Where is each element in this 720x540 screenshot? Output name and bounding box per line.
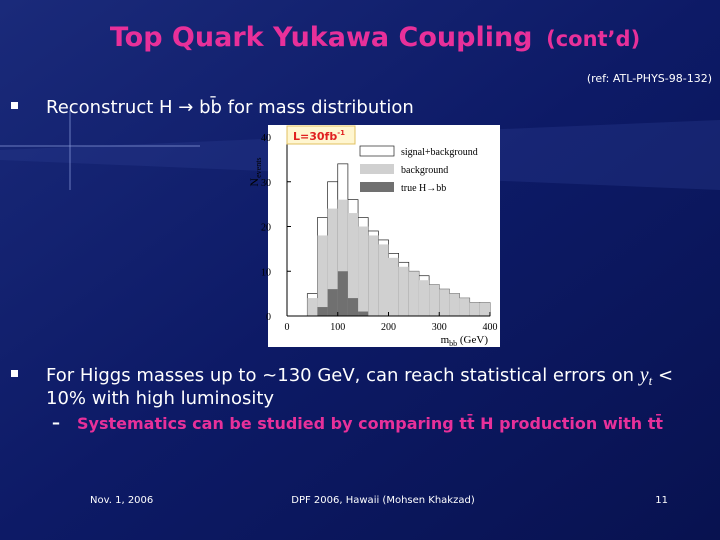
footer-date: Nov. 1, 2006 [90, 495, 153, 506]
x-tick-label: 300 [432, 322, 447, 333]
x-tick-label: 200 [381, 322, 396, 333]
bullet: Reconstruct H → bb̄ for mass distributio… [46, 96, 414, 118]
title-suffix: (cont’d) [546, 27, 640, 51]
histogram-bar [388, 257, 399, 316]
histogram-bar [368, 235, 379, 316]
histogram-bar [449, 293, 460, 316]
histogram-bar [378, 244, 389, 316]
y-tick-label: 0 [266, 312, 271, 323]
y-tick-label: 20 [261, 223, 271, 234]
title: Top Quark Yukawa Coupling (cont’d) [110, 22, 640, 53]
y-tick-label: 30 [261, 178, 271, 189]
histogram-bar [459, 298, 470, 316]
title-main: Top Quark Yukawa Coupling [110, 22, 533, 53]
bullet-text: < [652, 365, 673, 386]
y-label-main: N [247, 178, 261, 187]
histogram-bar [347, 213, 359, 316]
histogram-bar [408, 271, 419, 316]
sub-bullet: Systematics can be studied by comparing … [77, 413, 663, 433]
histogram-bar [317, 235, 328, 316]
legend-label: background [401, 165, 448, 176]
histogram-bar [479, 302, 490, 316]
histogram-bar [337, 271, 348, 316]
legend-swatch [360, 164, 394, 174]
bullet: For Higgs masses up to ~130 GeV, can rea… [46, 364, 673, 388]
x-label-sub: bb [449, 339, 457, 348]
bullet-marker [11, 102, 18, 109]
histogram-bar [439, 289, 450, 316]
histogram-bar [469, 302, 480, 316]
x-label-unit: (GeV) [457, 334, 488, 346]
x-tick-label: 100 [330, 322, 345, 333]
legend-label: signal+background [401, 147, 478, 158]
legend-swatch [359, 145, 395, 157]
histogram-bar [307, 298, 318, 316]
histogram-bar [429, 284, 440, 316]
histogram-bar [317, 307, 328, 316]
histogram-bar [327, 208, 338, 316]
luminosity-label: L=30fb-1 [293, 129, 345, 143]
histogram-bar [398, 266, 409, 316]
histogram-bar [327, 289, 338, 316]
x-tick-label: 400 [483, 322, 498, 333]
luminosity-box [286, 125, 356, 145]
bullet-marker [11, 370, 18, 377]
legend-swatch [360, 182, 394, 192]
dash: – [52, 413, 60, 432]
histogram-bar [418, 280, 430, 316]
y-label-sub: events [254, 157, 263, 177]
x-label-main: m [441, 334, 450, 346]
y-axis-label: Nevents [247, 157, 263, 186]
footer-center: DPF 2006, Hawaii (Mohsen Khakzad) [291, 495, 475, 506]
legend-label: true H→bb [401, 183, 446, 194]
luminosity-sup: -1 [337, 129, 345, 137]
histogram-bar [337, 199, 348, 316]
bullet: 10% with high luminosity [46, 388, 274, 409]
footer-page: 11 [655, 495, 668, 506]
histogram-bar [358, 311, 369, 316]
histogram-bar [358, 226, 369, 316]
reference: (ref: ATL-PHYS-98-132) [587, 72, 712, 85]
y-tick-label: 10 [261, 267, 271, 278]
x-axis-label: mbb (GeV) [441, 334, 489, 348]
symbol: y [638, 364, 649, 386]
y-tick-label: 40 [261, 133, 271, 144]
subscript: t [649, 373, 653, 388]
x-tick-label: 0 [285, 322, 290, 333]
histogram-bar [347, 298, 359, 316]
bullet-text: For Higgs masses up to ~130 GeV, can rea… [46, 365, 640, 386]
luminosity-main: L=30fb [293, 130, 337, 143]
